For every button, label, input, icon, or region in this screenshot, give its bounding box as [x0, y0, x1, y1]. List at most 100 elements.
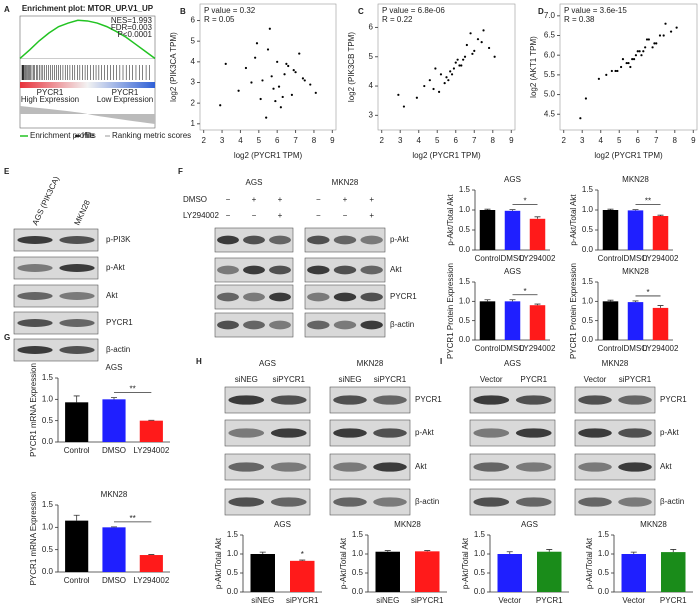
y-tick-label: 0.0	[227, 587, 239, 596]
x-tick-label: 4	[599, 136, 604, 145]
y-tick-label: 5.5	[544, 70, 556, 79]
y-tick-label: 1.0	[459, 296, 471, 305]
y-axis-label: p-Akt/Total Akt	[585, 537, 594, 589]
x-tick-label: 7	[654, 136, 659, 145]
x-tick-label: 4	[417, 136, 422, 145]
annotation: P<0.0001	[118, 30, 153, 39]
y-tick-label: 1.0	[582, 205, 594, 214]
row-label: Akt	[415, 462, 427, 471]
point	[619, 65, 623, 69]
point	[614, 69, 617, 73]
row-label: PYCR1	[390, 292, 417, 301]
panel-label: B	[180, 7, 186, 16]
bar	[537, 551, 562, 592]
phenotype-name: PYCR1	[37, 88, 64, 97]
band	[373, 428, 407, 438]
annotation: R = 0.22	[382, 15, 413, 24]
bar	[602, 301, 619, 340]
band	[270, 395, 307, 405]
band	[360, 320, 383, 330]
x-tick-label: LY294002	[133, 576, 169, 585]
band	[618, 428, 652, 438]
point	[471, 52, 474, 55]
point	[402, 105, 406, 108]
band	[59, 292, 95, 300]
y-tick-label: 0.5	[42, 545, 54, 554]
bar	[102, 527, 126, 572]
point	[439, 73, 443, 76]
x-tick-label: PYCR1	[660, 596, 687, 605]
x-tick-label: DMSO	[102, 576, 126, 585]
treatment-mark: +	[343, 195, 348, 204]
x-tick-label: 7	[293, 136, 298, 145]
x-tick-label: siPYCR1	[411, 596, 444, 605]
point	[463, 55, 467, 58]
y-tick-label: 0.5	[474, 568, 486, 577]
y-axis-label: log2 (PIK3CB TPM)	[347, 32, 356, 102]
y-tick-label: 0.5	[459, 225, 471, 234]
bar	[529, 305, 546, 340]
significance: **	[130, 514, 136, 523]
y-tick-label: 1.0	[459, 205, 471, 214]
bar	[529, 218, 546, 250]
row-label: p-PI3K	[106, 235, 131, 244]
x-tick-label: 6	[454, 136, 459, 145]
y-tick-label: 1.0	[598, 549, 610, 558]
annotation: P value = 6.8e-06	[382, 6, 445, 15]
chart-title: AGS	[274, 520, 291, 529]
significance: *	[301, 550, 304, 559]
bar	[65, 402, 89, 442]
bar	[250, 554, 275, 592]
band	[333, 395, 367, 405]
panel-label: C	[358, 7, 364, 16]
legend-label: Enrichment profile	[30, 131, 95, 140]
band	[360, 235, 383, 245]
y-axis-label: p-Akt/Total Akt	[446, 194, 455, 246]
band	[17, 346, 53, 354]
band	[59, 236, 95, 244]
phenotype-label: High Expression	[21, 95, 79, 104]
point	[640, 54, 643, 57]
point	[266, 48, 270, 51]
row-label: β-actin	[106, 345, 130, 354]
band	[228, 497, 265, 507]
row-label: β-actin	[390, 320, 414, 329]
plot-frame	[377, 3, 516, 131]
band	[59, 264, 95, 272]
band	[270, 462, 307, 472]
y-tick-label: 0.5	[42, 416, 54, 425]
y-tick-label: 1.5	[474, 530, 486, 539]
point	[432, 87, 435, 91]
error-bar	[534, 216, 541, 219]
legend-label: Ranking metric scores	[112, 131, 191, 140]
point	[469, 32, 472, 35]
band	[515, 497, 552, 507]
blot-strip	[13, 311, 99, 335]
band	[515, 395, 552, 405]
y-tick-label: 5	[191, 36, 196, 45]
point	[244, 66, 248, 70]
bar	[65, 520, 89, 572]
x-tick-label: 3	[580, 136, 585, 145]
point	[669, 30, 673, 33]
point	[627, 61, 630, 65]
lane-label: PYCR1	[520, 375, 547, 384]
bar	[415, 551, 440, 592]
chart-title: Enrichment plot: MTOR_UP.V1_UP	[22, 4, 154, 13]
x-tick-label: 2	[561, 136, 566, 145]
y-tick-label: 0.0	[582, 335, 594, 344]
point	[415, 96, 418, 99]
panel-label: H	[196, 357, 202, 366]
band	[17, 236, 53, 244]
row-label: p-Akt	[660, 428, 679, 437]
group-label: MKN28	[357, 359, 384, 368]
treatment-mark: +	[369, 211, 374, 220]
x-tick-label: LY294002	[643, 254, 679, 263]
annotation: P value = 3.6e-15	[564, 6, 627, 15]
point	[294, 71, 297, 74]
x-tick-label: siNEG	[376, 596, 399, 605]
plot-frame	[19, 15, 156, 129]
error-bar	[259, 551, 266, 554]
row-label: PYCR1	[660, 395, 687, 404]
point	[625, 61, 628, 65]
